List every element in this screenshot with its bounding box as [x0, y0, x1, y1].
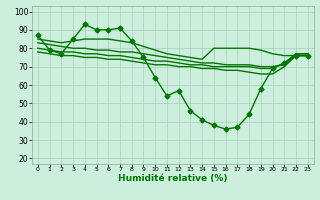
- X-axis label: Humidité relative (%): Humidité relative (%): [118, 174, 228, 183]
